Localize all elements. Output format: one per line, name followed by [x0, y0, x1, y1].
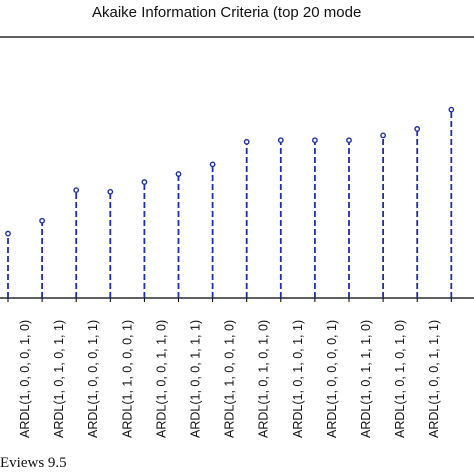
x-tick-label-10: ARDL(1, 0, 1, 1, 1, 0) [359, 320, 373, 438]
x-tick-label-0: ARDL(1, 0, 0, 0, 1, 0) [18, 320, 32, 438]
point-7 [243, 138, 250, 145]
x-tick-label-2: ARDL(1, 0, 0, 0, 1, 1) [86, 320, 100, 438]
x-tick-label-9: ARDL(1, 0, 0, 0, 0, 1) [325, 320, 339, 438]
point-3 [107, 188, 114, 195]
point-13 [448, 106, 455, 113]
x-tick-label-5: ARDL(1, 0, 0, 1, 1, 1) [189, 320, 203, 438]
point-12 [414, 126, 421, 132]
x-tick-label-3: ARDL(1, 1, 0, 0, 0, 1) [120, 320, 134, 438]
x-tick-label-1: ARDL(1, 0, 1, 0, 1, 1) [52, 320, 66, 438]
x-tick-label-8: ARDL(1, 0, 1, 0, 1, 1) [291, 320, 305, 438]
x-tick-labels: ARDL(1, 0, 0, 0, 1, 0) ARDL(1, 0, 1, 0, 1… [18, 320, 441, 438]
point-1 [39, 217, 45, 224]
point-9 [311, 137, 318, 144]
point-6 [209, 161, 216, 168]
chart-marks [5, 106, 455, 302]
point-0 [5, 230, 11, 237]
footer-note: Eviews 9.5 [0, 455, 67, 471]
x-tick-label-7: ARDL(1, 0, 1, 0, 1, 0) [257, 320, 271, 438]
point-8 [277, 137, 284, 144]
x-tick-label-11: ARDL(1, 0, 1, 0, 1, 0) [393, 320, 407, 438]
x-tick-label-6: ARDL(1, 1, 0, 0, 1, 0) [223, 320, 237, 438]
x-tick-label-4: ARDL(1, 0, 0, 1, 1, 0) [154, 320, 168, 438]
point-4 [141, 179, 148, 185]
chart-title: Akaike Information Criteria (top 20 mode [92, 4, 361, 21]
point-2 [73, 187, 80, 194]
x-tick-label-12: ARDL(1, 0, 0, 1, 1, 1) [427, 320, 441, 438]
point-11 [380, 132, 386, 139]
point-10 [346, 137, 352, 144]
point-5 [175, 171, 182, 177]
